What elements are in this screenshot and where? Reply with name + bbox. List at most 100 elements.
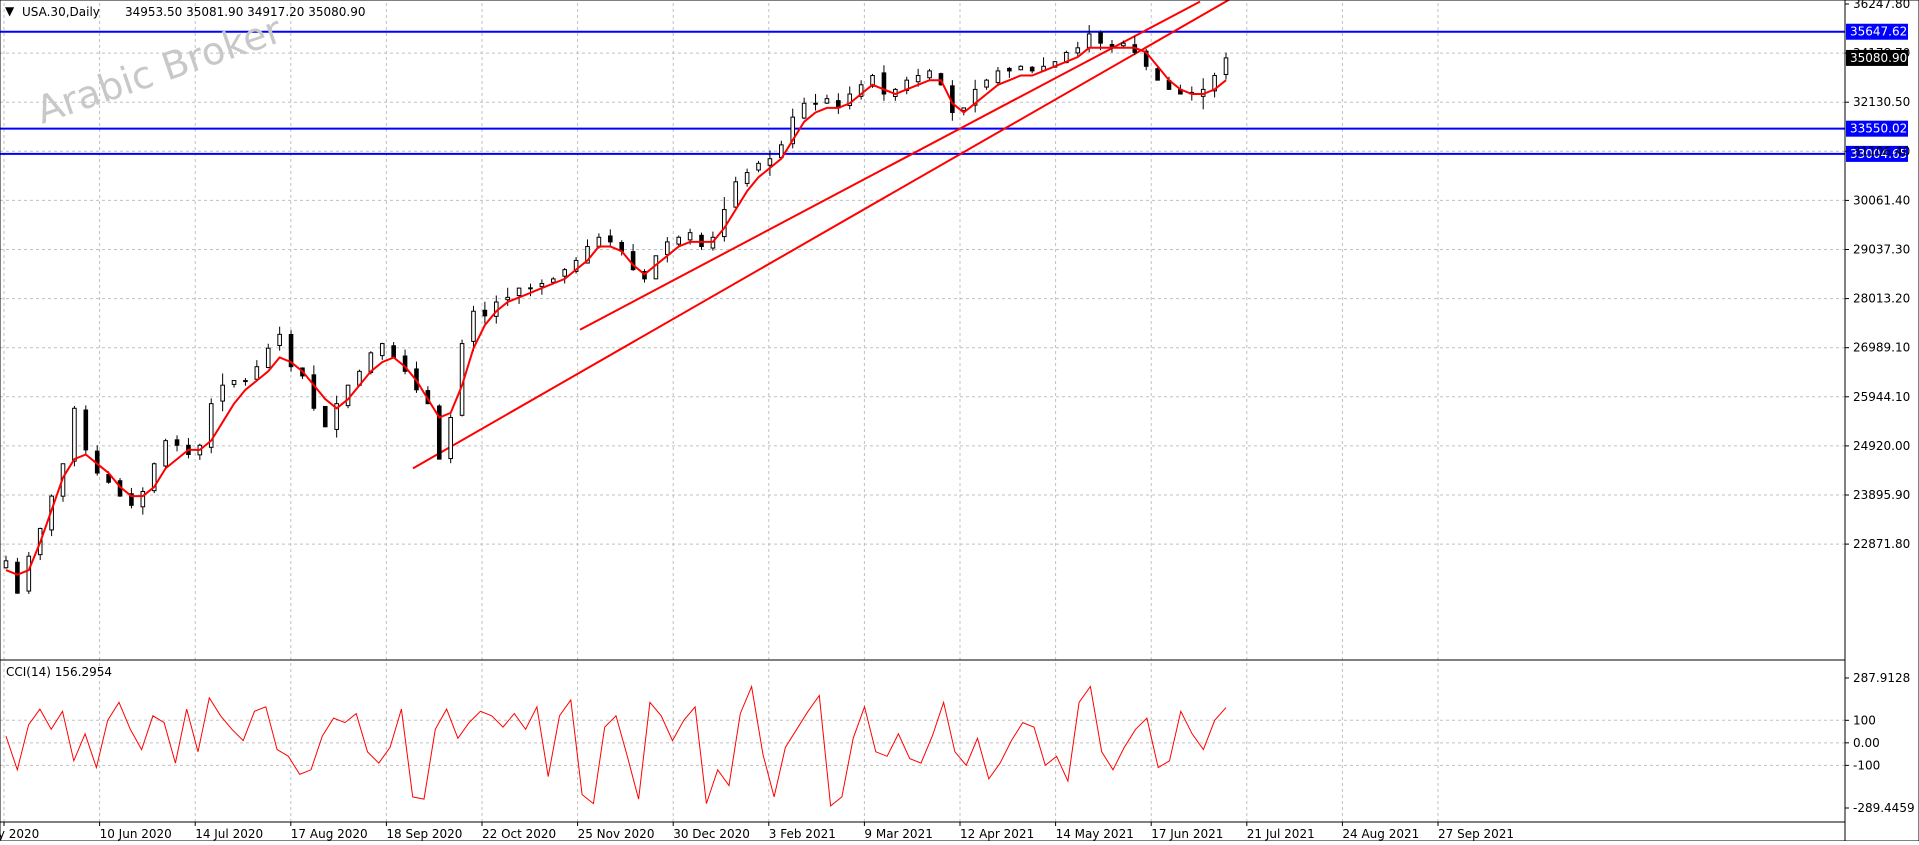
candle-body [129, 493, 134, 506]
candle-body [995, 70, 1001, 84]
time-tick-label: 24 Aug 2021 [1342, 827, 1419, 841]
candle-body [790, 116, 796, 145]
candle-body [984, 79, 989, 88]
candle-body [1075, 47, 1081, 54]
time-tick-label: 22 Oct 2020 [482, 827, 556, 841]
last-price-label: 35080.90 [1850, 51, 1907, 65]
cci-tick-label: 287.9128 [1853, 671, 1910, 685]
candle-body [961, 107, 967, 111]
candle-body [904, 79, 910, 91]
candle-body [665, 241, 670, 255]
candle-body [756, 162, 761, 171]
candle-body [15, 561, 20, 594]
candle-body [140, 490, 146, 508]
moving-average [5, 46, 1227, 576]
horizontal-level-label-bg [1846, 120, 1908, 137]
candle-body [436, 405, 442, 460]
time-tick-label: 9 Mar 2021 [864, 827, 932, 841]
candle-body [801, 102, 807, 119]
candle-body [3, 560, 9, 569]
ohlc-readout: 34953.50 35081.90 34917.20 35080.90 [125, 5, 365, 19]
trendline[interactable] [579, 0, 1201, 331]
horizontal-level-label: 33550.02 [1850, 122, 1907, 136]
candle-body [972, 88, 978, 106]
time-tick-label: 30 Dec 2020 [673, 827, 750, 841]
collapse-icon[interactable]: ▼ [5, 4, 15, 18]
candle-body [676, 236, 682, 245]
horizontal-level-label-bg [1846, 145, 1908, 162]
price-tick-label: 25944.10 [1853, 390, 1910, 404]
watermark: Arabic Broker [31, 7, 288, 132]
candle-body [1007, 67, 1012, 72]
candle-body [163, 440, 168, 467]
time-axis: 7 May 2020 10 Jun 2020 14 Jul 2020 17 Aug 2… [0, 822, 1514, 841]
time-tick-label: 18 Sep 2020 [386, 827, 462, 841]
candle-body [630, 251, 636, 271]
symbol-label: USA.30,Daily [22, 5, 100, 19]
time-tick-label: 14 Jul 2020 [195, 827, 263, 841]
price-tick-label: 30061.40 [1853, 193, 1910, 207]
candle-body [174, 439, 180, 446]
candles [3, 25, 1229, 594]
moving-average-line [5, 46, 1227, 576]
time-tick-label: 21 Jul 2021 [1247, 827, 1315, 841]
time-tick-label: 17 Jun 2021 [1151, 827, 1223, 841]
candle-body [83, 409, 89, 451]
candle-body [915, 75, 921, 83]
candle-body [722, 209, 727, 238]
candle-body [391, 345, 396, 358]
cci-tick-label: -289.4459 [1853, 801, 1915, 815]
candle-body [744, 172, 750, 184]
candle-body [265, 347, 271, 368]
price-tick-label: 29037.30 [1853, 243, 1910, 257]
time-tick-label: 12 Apr 2021 [960, 827, 1034, 841]
grid [0, 3, 1845, 822]
time-tick-label: 25 Nov 2020 [578, 827, 655, 841]
candle-body [813, 102, 818, 105]
horizontal-level-label: 33004.65 [1850, 147, 1907, 161]
candle-body [573, 259, 579, 272]
candle-body [733, 181, 739, 208]
time-tick-label: 17 Aug 2020 [291, 827, 368, 841]
candle-body [208, 403, 214, 448]
time-tick-label: 7 May 2020 [0, 827, 39, 841]
candle-body [585, 246, 590, 264]
cci-panel [5, 684, 1227, 807]
cci-axis: 287.9128 100 0.00 -100 -289.4459 [1845, 671, 1915, 815]
candle-body [847, 93, 853, 107]
trendline[interactable] [412, 0, 1250, 470]
cci-line [5, 684, 1227, 807]
candle-body [26, 555, 32, 592]
cci-tick-label: 100 [1853, 713, 1876, 727]
candle-body [1155, 68, 1160, 81]
horizontal-lines[interactable]: 35647.62 33550.02 33004.65 [0, 23, 1908, 162]
candle-body [1121, 42, 1126, 47]
candle-body [311, 374, 317, 409]
candle-body [870, 75, 875, 87]
candle-body [448, 417, 453, 460]
candle-body [277, 333, 282, 346]
candle-body [379, 343, 385, 357]
price-tick-label: 28013.20 [1853, 292, 1910, 306]
trendlines[interactable] [412, 0, 1250, 470]
candle-body [858, 84, 864, 97]
price-tick-label: 36247.80 [1853, 0, 1910, 11]
horizontal-level-label-bg [1846, 23, 1908, 40]
candle-body [151, 463, 157, 492]
price-tick-label: 32130.50 [1853, 95, 1910, 109]
cci-title: CCI(14) 156.2954 [6, 665, 112, 679]
candle-body [1086, 33, 1092, 49]
candle-body [1143, 50, 1149, 67]
time-tick-label: 3 Feb 2021 [769, 827, 836, 841]
candle-body [72, 407, 77, 462]
time-tick-label: 14 May 2021 [1056, 827, 1134, 841]
candle-body [334, 403, 339, 430]
candle-body [482, 309, 488, 317]
candle-body [1212, 75, 1217, 92]
candle-body [528, 287, 533, 290]
candle-body [881, 72, 887, 95]
candle-body [288, 334, 294, 368]
time-tick-label: 10 Jun 2020 [100, 827, 172, 841]
